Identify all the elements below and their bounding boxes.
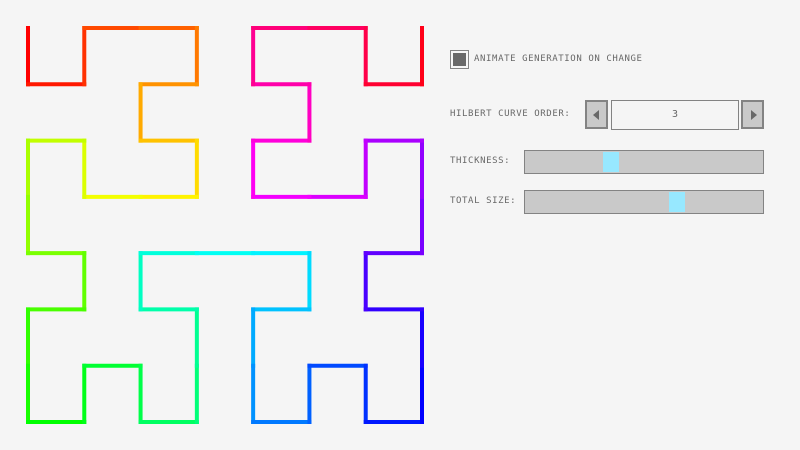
hilbert-curve-canvas	[26, 26, 424, 424]
total-size-label: TOTAL SIZE:	[450, 196, 517, 206]
total-size-slider[interactable]	[524, 190, 764, 214]
thickness-label: THICKNESS:	[450, 156, 511, 166]
order-increment-button[interactable]	[741, 100, 764, 129]
order-label: HILBERT CURVE ORDER:	[450, 109, 571, 119]
order-value-input[interactable]: 3	[611, 100, 739, 130]
thickness-slider[interactable]	[524, 150, 764, 174]
order-decrement-button[interactable]	[585, 100, 608, 129]
triangle-left-icon	[593, 110, 599, 120]
checkbox-check-fill	[453, 53, 466, 66]
total-size-slider-handle[interactable]	[669, 192, 686, 212]
animate-label: ANIMATE GENERATION ON CHANGE	[474, 54, 643, 64]
triangle-right-icon	[751, 110, 757, 120]
animate-checkbox[interactable]	[450, 50, 469, 69]
thickness-slider-handle[interactable]	[602, 152, 619, 172]
